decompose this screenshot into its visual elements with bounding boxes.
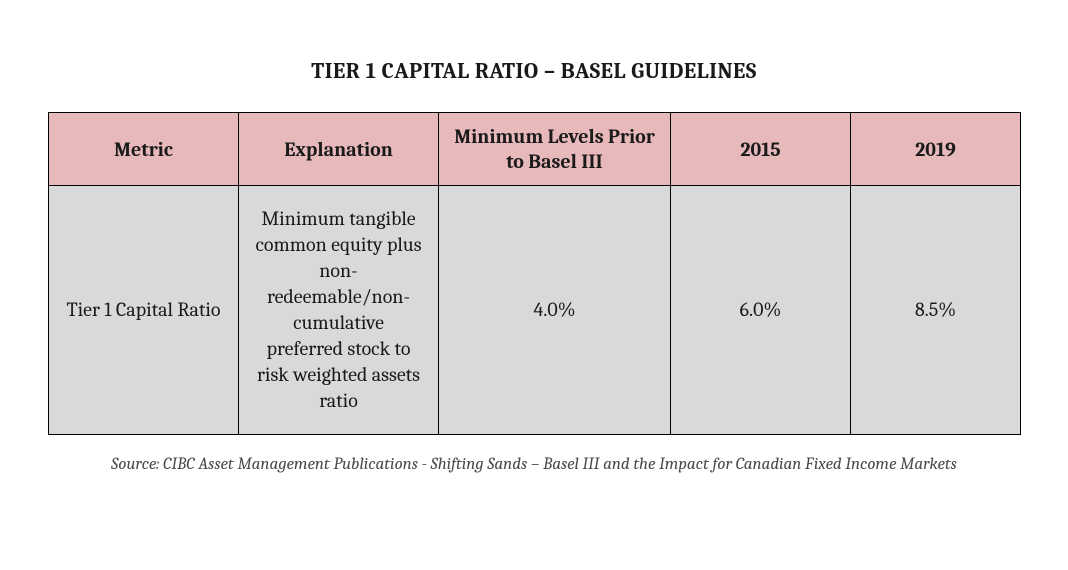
page-title: TIER 1 CAPITAL RATIO – BASEL GUIDELINES bbox=[48, 58, 1020, 84]
cell-2019: 8.5% bbox=[851, 186, 1021, 435]
table-header-row: Metric Explanation Minimum Levels Prior … bbox=[49, 113, 1021, 186]
col-header-prior: Minimum Levels Prior to Basel III bbox=[439, 113, 671, 186]
cell-prior: 4.0% bbox=[439, 186, 671, 435]
table-row: Tier 1 Capital Ratio Minimum tangible co… bbox=[49, 186, 1021, 435]
basel-table: Metric Explanation Minimum Levels Prior … bbox=[48, 112, 1021, 435]
col-header-2019: 2019 bbox=[851, 113, 1021, 186]
cell-metric: Tier 1 Capital Ratio bbox=[49, 186, 239, 435]
col-header-metric: Metric bbox=[49, 113, 239, 186]
cell-explanation: Minimum tangible common equity plus non-… bbox=[239, 186, 439, 435]
page: TIER 1 CAPITAL RATIO – BASEL GUIDELINES … bbox=[0, 0, 1068, 474]
col-header-explanation: Explanation bbox=[239, 113, 439, 186]
source-note: Source: CIBC Asset Management Publicatio… bbox=[48, 455, 1020, 474]
cell-2015: 6.0% bbox=[671, 186, 851, 435]
col-header-2015: 2015 bbox=[671, 113, 851, 186]
